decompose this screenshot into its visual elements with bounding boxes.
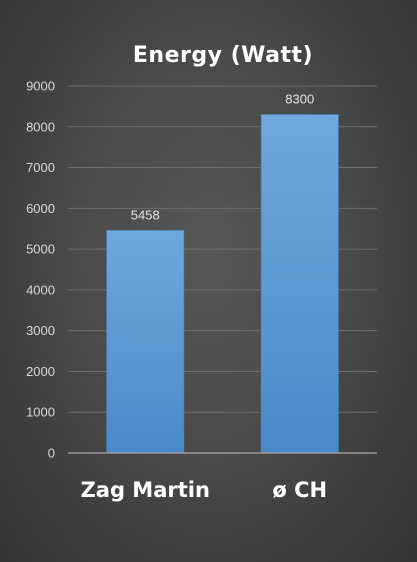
chart-title: Energy (Watt) bbox=[133, 43, 313, 68]
y-tick-label: 5000 bbox=[26, 242, 55, 257]
x-axis-ticks: Zag Martin ø CH bbox=[81, 478, 328, 502]
bar bbox=[106, 230, 185, 454]
data-label: 8300 bbox=[285, 92, 314, 107]
bar bbox=[260, 114, 339, 454]
y-tick-label: 4000 bbox=[26, 282, 55, 297]
y-tick-label: 6000 bbox=[26, 201, 55, 216]
y-tick-label: 2000 bbox=[26, 364, 55, 379]
x-tick-label: ø CH bbox=[272, 478, 327, 502]
bars bbox=[106, 114, 339, 454]
y-tick-label: 3000 bbox=[26, 323, 55, 338]
y-tick-label: 8000 bbox=[26, 119, 55, 134]
data-labels: 5458 8300 bbox=[131, 92, 314, 223]
y-tick-label: 1000 bbox=[26, 405, 55, 420]
y-axis-ticks: 0 1000 2000 3000 4000 5000 6000 7000 8000 9000 bbox=[26, 79, 55, 461]
x-tick-label: Zag Martin bbox=[81, 478, 210, 502]
y-tick-label: 9000 bbox=[26, 79, 55, 94]
y-tick-label: 7000 bbox=[26, 160, 55, 175]
y-tick-label: 0 bbox=[48, 446, 55, 461]
data-label: 5458 bbox=[131, 207, 160, 222]
